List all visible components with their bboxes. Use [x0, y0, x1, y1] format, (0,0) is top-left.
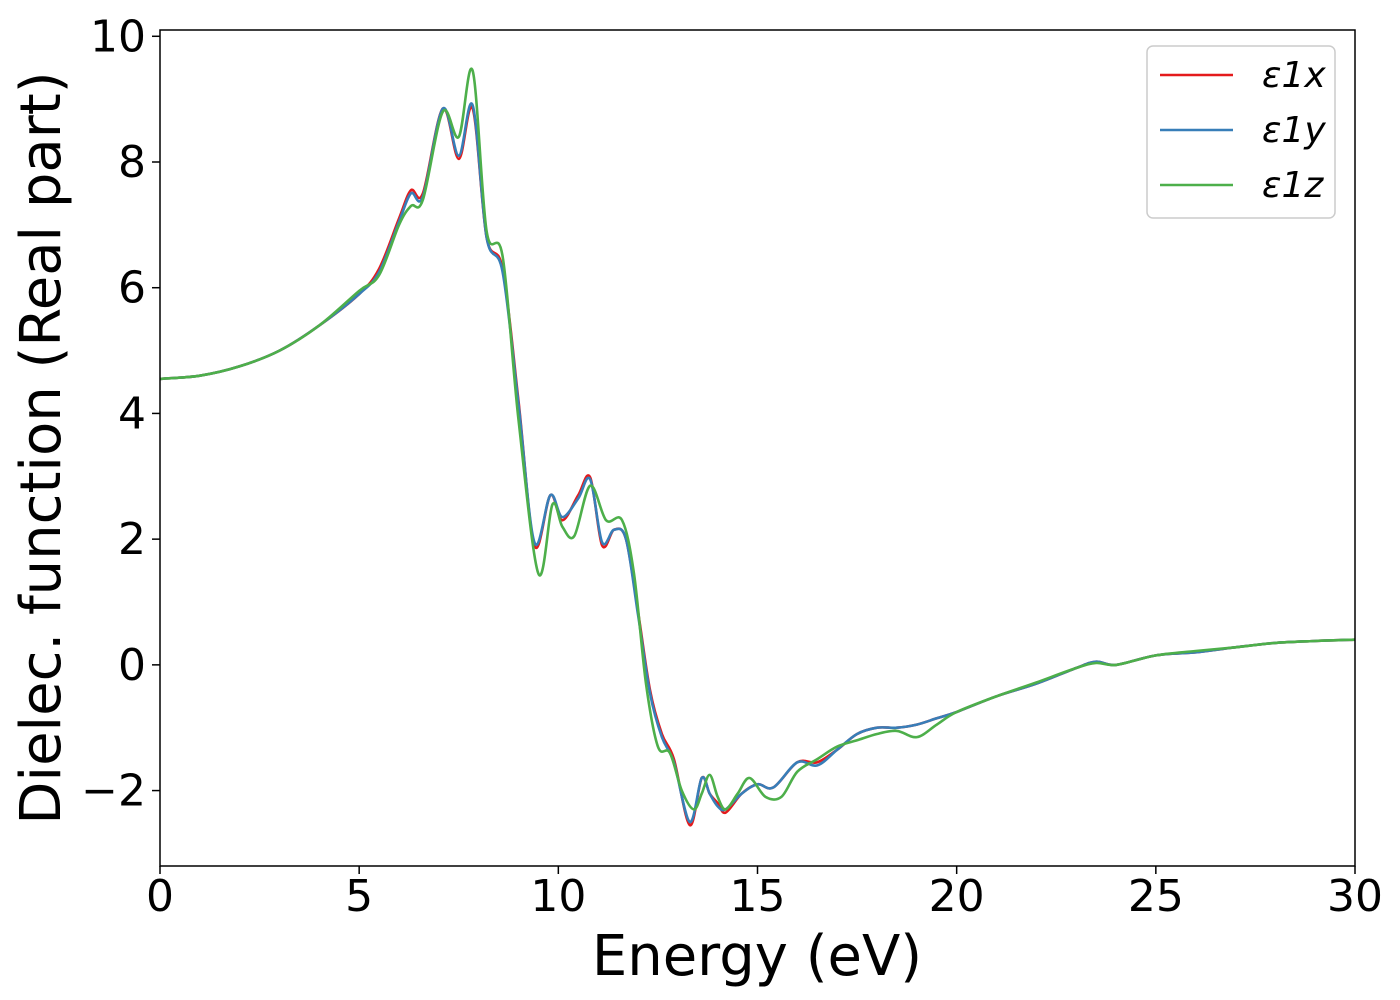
- x-tick-label: 15: [730, 871, 786, 922]
- y-tick-label: 8: [118, 137, 146, 188]
- legend-entry-e1x: ε1x: [1160, 55, 1326, 96]
- x-tick-label: 20: [929, 871, 985, 922]
- y-axis-ticks: −2 0 2 4 6 8 10: [81, 11, 160, 817]
- x-axis-ticks: 0 5 10 15 20 25 30: [146, 866, 1383, 922]
- y-tick-label: 10: [90, 11, 146, 62]
- y-axis-label: Dielec. function (Real part): [9, 71, 74, 824]
- legend-box: [1146, 45, 1336, 219]
- x-tick-label: 0: [146, 871, 174, 922]
- legend-label: ε1z: [1262, 165, 1324, 206]
- y-tick-label: 0: [118, 640, 146, 691]
- x-axis-label: Energy (eV): [592, 924, 922, 989]
- x-tick-label: 10: [530, 871, 586, 922]
- legend: ε1x ε1y ε1z: [1146, 45, 1336, 219]
- y-tick-label: 6: [118, 263, 146, 314]
- y-tick-label: 4: [118, 388, 146, 439]
- series-layer: [160, 67, 1355, 827]
- y-tick-label: 2: [118, 514, 146, 565]
- series-line-e1z: [160, 67, 1355, 811]
- legend-entry-e1y: ε1y: [1160, 110, 1326, 151]
- y-tick-label: −2: [81, 766, 146, 817]
- legend-label: ε1x: [1262, 55, 1326, 96]
- x-tick-label: 30: [1327, 871, 1383, 922]
- x-tick-label: 5: [345, 871, 373, 922]
- legend-entries: ε1x ε1y ε1z: [1160, 55, 1326, 206]
- x-tick-label: 25: [1128, 871, 1184, 922]
- legend-entry-e1z: ε1z: [1160, 165, 1324, 206]
- legend-label: ε1y: [1262, 110, 1326, 151]
